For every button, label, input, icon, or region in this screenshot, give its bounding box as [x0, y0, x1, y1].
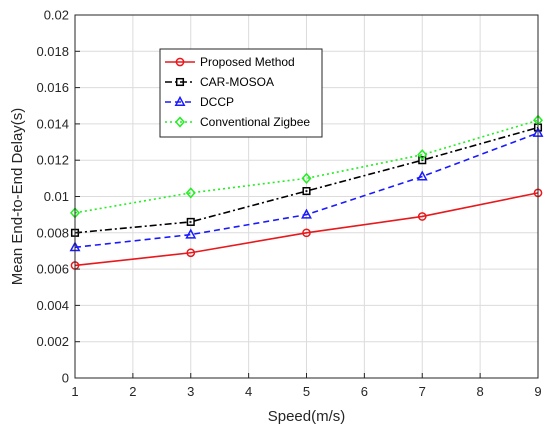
x-tick-label: 6: [361, 384, 368, 399]
legend: Proposed Method CAR-MOSOA DCCP Conventional…: [159, 48, 323, 138]
x-tick-label: 7: [419, 384, 426, 399]
data-point-car-mosoa: [302, 187, 311, 196]
data-point-car-mosoa: [418, 156, 427, 165]
y-tick-label: 0.002: [36, 334, 69, 349]
data-point-proposed-method: [417, 212, 427, 221]
x-tick-label: 5: [303, 384, 310, 399]
y-tick-label: 0.014: [36, 116, 69, 131]
y-tick-label: 0.012: [36, 153, 69, 168]
data-point-dccp: [416, 170, 428, 181]
data-point-conventional-zigbee: [185, 187, 196, 199]
data-point-dccp: [185, 228, 197, 239]
x-tick-label: 1: [71, 384, 78, 399]
data-point-car-mosoa: [186, 217, 195, 226]
data-point-conventional-zigbee: [417, 149, 428, 161]
legend-label: CAR-MOSOA: [200, 75, 274, 89]
y-tick-label: 0.016: [36, 80, 69, 95]
x-tick-label: 3: [187, 384, 194, 399]
series-layer: [69, 114, 544, 270]
legend-item-conventional-zigbee: Conventional Zigbee: [165, 115, 310, 129]
y-tick-label: 0.02: [44, 8, 69, 23]
x-tick-label: 8: [477, 384, 484, 399]
y-tick-label: 0.006: [36, 262, 69, 277]
legend-label: Conventional Zigbee: [200, 115, 310, 129]
y-axis-title: Mean End-to-End Delay(s): [9, 108, 26, 286]
series-line-dccp: [74, 132, 539, 249]
y-tick-label: 0.008: [36, 225, 69, 240]
data-point-proposed-method: [302, 228, 311, 238]
y-tick-label: 0.018: [36, 44, 69, 59]
series-line-proposed-method: [74, 192, 539, 267]
y-tick-label: 0.004: [36, 298, 69, 313]
legend-marker-swatch: [174, 95, 186, 106]
series-line-car-mosoa: [74, 126, 539, 234]
legend-marker-swatch: [175, 77, 185, 87]
legend-marker-swatch: [174, 116, 186, 128]
x-tick-label: 4: [245, 384, 252, 399]
legend-marker-swatch: [175, 57, 185, 67]
x-axis-title: Speed(m/s): [268, 408, 346, 425]
legend-item-dccp: DCCP: [165, 95, 234, 109]
x-tick-label: 2: [129, 384, 136, 399]
legend-label: Proposed Method: [200, 55, 295, 69]
y-tick-label: 0.01: [44, 189, 69, 204]
legend-item-car-mosoa: CAR-MOSOA: [165, 75, 274, 89]
x-tick-label: 9: [534, 384, 541, 399]
legend-item-proposed-method: Proposed Method: [165, 55, 295, 69]
data-point-dccp: [301, 208, 312, 219]
data-point-proposed-method: [186, 248, 196, 258]
legend-label: DCCP: [200, 95, 234, 109]
data-point-conventional-zigbee: [301, 172, 312, 184]
ticks: 1 2 3 4 5 6 7 8 9 0 0.002 0.004 0.006 0.008 0.01 0.012 0…: [36, 8, 541, 400]
y-tick-label: 0: [62, 371, 69, 386]
